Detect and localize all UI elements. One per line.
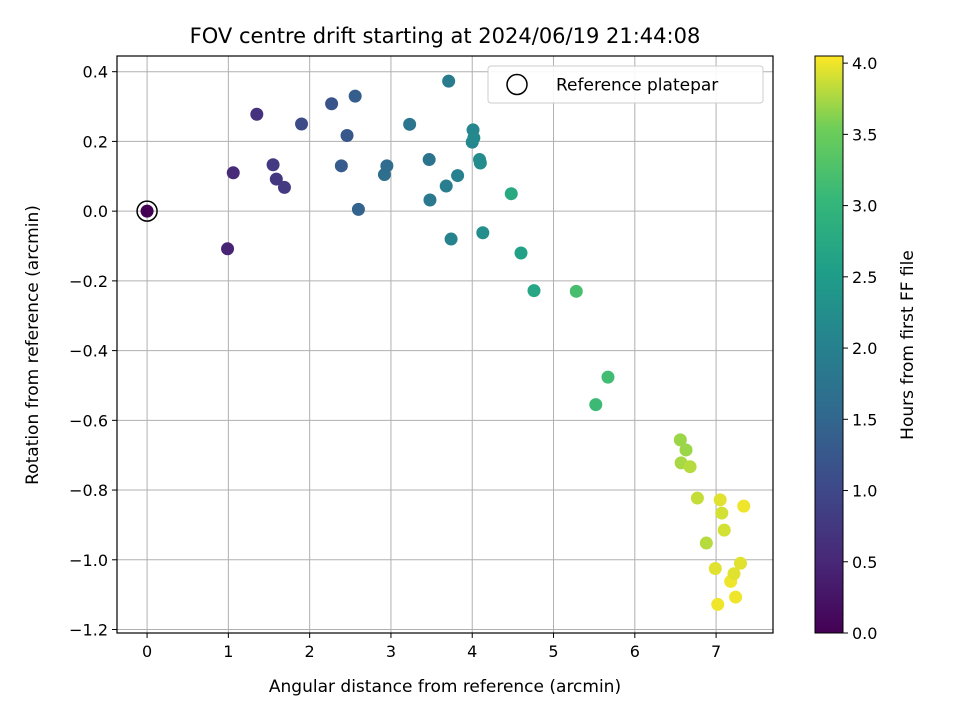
data-point	[277, 180, 291, 194]
reference-marker	[136, 200, 158, 222]
data-point	[451, 169, 465, 183]
x-axis-label: Angular distance from reference (arcmin)	[269, 677, 621, 697]
data-point	[250, 107, 264, 121]
legend: Reference platepar	[487, 65, 764, 104]
data-point	[733, 556, 747, 570]
data-point	[423, 193, 437, 207]
grid-lines	[117, 56, 773, 633]
y-tick-label: 0.0	[83, 202, 108, 221]
y-axis-label: Rotation from reference (arcmin)	[23, 205, 43, 485]
data-point	[569, 284, 583, 298]
data-point	[348, 89, 362, 103]
data-point	[403, 117, 417, 131]
data-point	[737, 499, 751, 513]
data-point	[442, 74, 456, 88]
data-point	[467, 131, 481, 145]
chart-title: FOV centre drift starting at 2024/06/19 …	[190, 24, 701, 48]
colorbar-tick-label: 1.5	[852, 410, 877, 429]
y-tick-label: 0.2	[83, 132, 108, 151]
data-points	[140, 74, 751, 611]
y-tick-label: −1.2	[69, 621, 108, 640]
data-point	[715, 506, 729, 520]
data-point	[699, 536, 713, 550]
data-point	[527, 284, 541, 298]
y-tick-label: 0.4	[83, 63, 108, 82]
data-point	[673, 433, 687, 447]
colorbar-tick-label: 3.5	[852, 125, 877, 144]
data-point	[473, 156, 487, 170]
data-point	[269, 172, 283, 186]
data-point	[444, 232, 458, 246]
data-point	[422, 153, 436, 167]
data-point	[439, 179, 453, 193]
data-point	[679, 443, 693, 457]
colorbar-tick-label: 2.0	[852, 339, 877, 358]
colorbar-tick-label: 4.0	[852, 54, 877, 73]
y-tick-label: −0.4	[69, 342, 108, 361]
colorbar-label: Hours from first FF file	[898, 250, 918, 440]
data-point	[601, 370, 615, 384]
data-point	[514, 246, 528, 260]
legend-box	[487, 65, 764, 104]
data-point	[226, 166, 240, 180]
x-tick-label: 2	[305, 642, 315, 661]
data-point	[221, 242, 235, 256]
data-point	[711, 597, 725, 611]
x-tick-label: 0	[142, 642, 152, 661]
legend-label-reference: Reference platepar	[556, 76, 718, 96]
data-point	[325, 97, 339, 111]
plot-area	[117, 56, 773, 633]
colorbar-tick-label: 3.0	[852, 197, 877, 216]
colorbar-tick-label: 2.5	[852, 268, 877, 287]
data-point	[476, 226, 490, 240]
y-axis-ticks: 0.4 0.2 0.0 −0.2 −0.4 −0.6 −0.8 −1.0 −1.2	[69, 63, 117, 640]
x-tick-label: 6	[630, 642, 640, 661]
colorbar-ticks: 0.0 0.5 1.0 1.5 2.0 2.5 3.0 3.5 4.0	[843, 54, 877, 643]
x-tick-label: 3	[386, 642, 396, 661]
data-point	[708, 562, 722, 576]
colorbar-tick-label: 0.5	[852, 553, 877, 572]
data-point	[380, 159, 394, 173]
data-point	[140, 204, 154, 218]
plot-frame	[116, 55, 774, 634]
data-point	[690, 491, 704, 505]
data-point	[266, 158, 280, 172]
data-point	[729, 590, 743, 604]
colorbar: 0.0 0.5 1.0 1.5 2.0 2.5 3.0 3.5 4.0 Hours from f…	[814, 54, 918, 643]
x-tick-label: 4	[467, 642, 477, 661]
data-point	[713, 493, 727, 507]
data-point	[683, 460, 697, 474]
legend-marker-reference	[506, 73, 528, 96]
colorbar-gradient	[814, 55, 844, 634]
y-tick-label: −0.8	[69, 481, 108, 500]
colorbar-tick-label: 1.0	[852, 482, 877, 501]
x-tick-label: 1	[223, 642, 233, 661]
data-point	[351, 202, 365, 216]
data-point	[334, 159, 348, 173]
data-point	[589, 398, 603, 412]
colorbar-tick-label: 0.0	[852, 624, 877, 643]
x-tick-label: 7	[711, 642, 721, 661]
data-point	[717, 523, 731, 537]
data-point	[504, 187, 518, 201]
reference-circle	[136, 200, 158, 222]
x-axis-ticks: 0 1 2 3 4 5 6 7	[142, 633, 721, 661]
y-tick-label: −1.0	[69, 551, 108, 570]
data-point	[295, 117, 309, 131]
y-tick-label: −0.2	[69, 272, 108, 291]
x-tick-label: 5	[548, 642, 558, 661]
data-point	[340, 128, 354, 142]
data-point	[727, 567, 741, 581]
y-tick-label: −0.6	[69, 411, 108, 430]
